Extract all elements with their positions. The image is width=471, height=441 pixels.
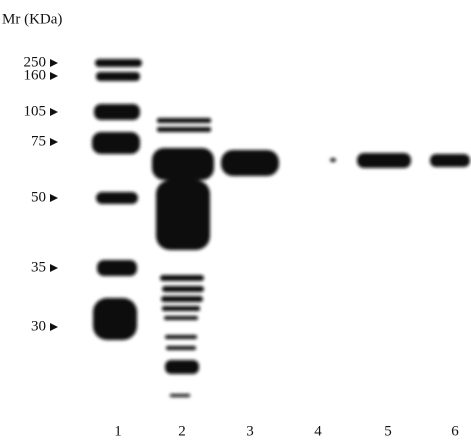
gel-figure: Mr (KDa) 250 160 105 75 50 35 30 xyxy=(0,0,471,441)
band xyxy=(170,394,190,397)
band xyxy=(94,104,140,120)
band xyxy=(157,118,211,123)
marker-label: 105 xyxy=(24,103,47,119)
marker-label: 30 xyxy=(31,318,46,334)
arrow xyxy=(50,323,58,331)
band xyxy=(161,296,203,302)
band xyxy=(330,158,336,162)
band xyxy=(93,298,137,340)
marker-arrows xyxy=(50,59,58,331)
band xyxy=(164,316,198,320)
band xyxy=(96,72,140,81)
arrow xyxy=(50,194,58,202)
band xyxy=(162,306,200,311)
arrow xyxy=(50,138,58,146)
gel-bands xyxy=(92,59,470,397)
lane-label: 1 xyxy=(114,423,122,439)
band xyxy=(166,346,196,350)
arrow xyxy=(50,59,58,67)
arrow xyxy=(50,264,58,272)
marker-labels: 250 160 105 75 50 35 30 xyxy=(24,54,47,334)
arrow xyxy=(50,108,58,116)
lane-label: 4 xyxy=(314,423,322,439)
band xyxy=(157,127,211,132)
axis-title: Mr (KDa) xyxy=(2,11,62,27)
lane-label: 2 xyxy=(178,423,186,439)
band xyxy=(221,150,279,176)
band xyxy=(160,275,204,281)
band xyxy=(165,360,199,374)
band xyxy=(92,132,140,154)
band xyxy=(162,286,204,292)
marker-label: 75 xyxy=(31,133,46,149)
band xyxy=(165,335,197,339)
lane-label: 5 xyxy=(384,423,392,439)
lane-label: 3 xyxy=(246,423,254,439)
lane-label: 6 xyxy=(451,423,459,439)
arrow xyxy=(50,72,58,80)
band xyxy=(152,148,214,180)
band xyxy=(430,154,470,167)
band xyxy=(97,260,137,276)
band xyxy=(95,59,142,67)
lane-labels: 1 2 3 4 5 6 xyxy=(114,423,459,439)
marker-label: 50 xyxy=(31,189,46,205)
band xyxy=(156,180,210,250)
marker-label: 35 xyxy=(31,259,46,275)
band xyxy=(357,153,411,168)
marker-label: 160 xyxy=(24,67,47,83)
band xyxy=(96,192,138,204)
